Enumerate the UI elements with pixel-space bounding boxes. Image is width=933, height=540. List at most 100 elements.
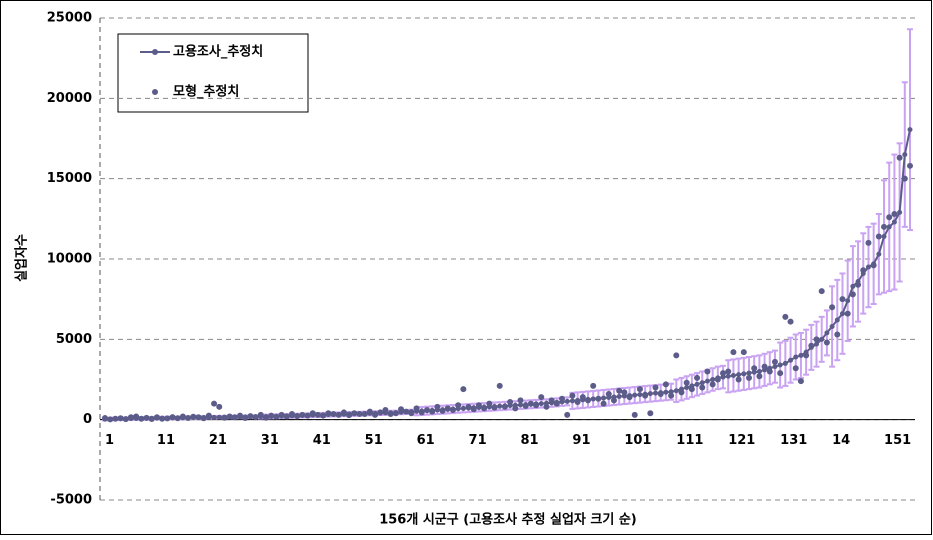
scatter-point (673, 352, 680, 359)
scatter-point (901, 175, 908, 182)
scatter-point (221, 414, 228, 421)
x-tick-label: 91 (572, 433, 590, 448)
scatter-point (195, 414, 202, 421)
x-tick-label: 14 (832, 433, 850, 448)
line-point (684, 385, 690, 391)
scatter-point (179, 413, 186, 420)
line-point (741, 371, 747, 377)
scatter-point (190, 413, 197, 420)
x-tick-label: 11 (157, 433, 175, 448)
scatter-point (823, 339, 830, 346)
scatter-point (522, 403, 529, 410)
scatter-point (434, 403, 441, 410)
scatter-point (491, 404, 498, 411)
scatter-point (320, 412, 327, 419)
x-tick-label: 111 (676, 433, 703, 448)
line-point (782, 360, 788, 366)
line-point (647, 391, 653, 397)
scatter-point (662, 381, 669, 388)
scatter-point (366, 408, 373, 415)
scatter-point (112, 415, 119, 422)
scatter-point (579, 394, 586, 401)
scatter-point (309, 410, 316, 417)
line-point (460, 405, 466, 411)
scatter-point (159, 415, 166, 422)
legend-label: 모형_추정치 (173, 84, 239, 100)
scatter-point (231, 414, 238, 421)
x-tick-label: 131 (780, 433, 807, 448)
line-point (569, 398, 575, 404)
scatter-point (730, 349, 737, 356)
scatter-point (844, 310, 851, 317)
line-point (814, 341, 820, 347)
scatter-point (865, 239, 872, 246)
line-point (653, 390, 659, 396)
line-point (746, 370, 752, 376)
scatter-point (574, 398, 581, 405)
scatter-point (855, 281, 862, 288)
line-point (834, 317, 840, 323)
line-point (538, 401, 544, 407)
scatter-point (834, 331, 841, 338)
x-tick-label: 41 (313, 433, 331, 448)
line-point (663, 389, 669, 395)
scatter-point (335, 411, 342, 418)
line-point (777, 362, 783, 368)
line-point (897, 209, 903, 215)
scatter-point (694, 374, 701, 381)
scatter-point (699, 384, 706, 391)
line-point (704, 378, 710, 384)
scatter-point (278, 411, 285, 418)
scatter-point (325, 410, 332, 417)
scatter-point (891, 211, 898, 218)
scatter-point (403, 408, 410, 415)
line-point (772, 364, 778, 370)
line-point (798, 352, 804, 358)
scatter-point (896, 154, 903, 161)
scatter-point (138, 415, 145, 422)
line-point (211, 414, 217, 420)
scatter-point (268, 412, 275, 419)
line-point (216, 414, 222, 420)
scatter-point (782, 313, 789, 320)
legend-box (117, 33, 309, 113)
scatter-point (413, 405, 420, 412)
line-point (632, 392, 638, 398)
scatter-point (237, 412, 244, 419)
scatter-point (740, 349, 747, 356)
scatter-point (122, 416, 129, 423)
scatter-point (107, 416, 114, 423)
x-tick-label: 51 (365, 433, 383, 448)
x-tick-label: 71 (469, 433, 487, 448)
scatter-point (610, 397, 617, 404)
y-tick-label: -5000 (50, 493, 92, 508)
x-tick-label: 31 (261, 433, 279, 448)
scatter-point (642, 392, 649, 399)
scatter-point (418, 409, 425, 416)
scatter-point (746, 374, 752, 381)
scatter-point (553, 400, 560, 407)
y-tick-label: 25000 (47, 11, 92, 26)
scatter-point (875, 233, 882, 240)
scatter-point (169, 414, 176, 421)
scatter-point (377, 409, 384, 416)
line-point (673, 388, 679, 394)
scatter-point (346, 412, 353, 419)
line-point (876, 251, 882, 257)
scatter-point (636, 386, 643, 393)
scatter-point (273, 413, 280, 420)
scatter-point (787, 318, 794, 325)
scatter-point (486, 400, 493, 407)
scatter-point (444, 405, 451, 412)
scatter-point (449, 407, 456, 414)
line-point (736, 372, 742, 378)
scatter-point (543, 403, 550, 410)
scatter-point (647, 410, 654, 417)
line-point (751, 369, 757, 375)
scatter-point (688, 386, 695, 393)
scatter-point (252, 414, 259, 421)
scatter-point (761, 363, 768, 370)
scatter-point (372, 411, 379, 418)
y-tick-label: 10000 (47, 252, 92, 267)
